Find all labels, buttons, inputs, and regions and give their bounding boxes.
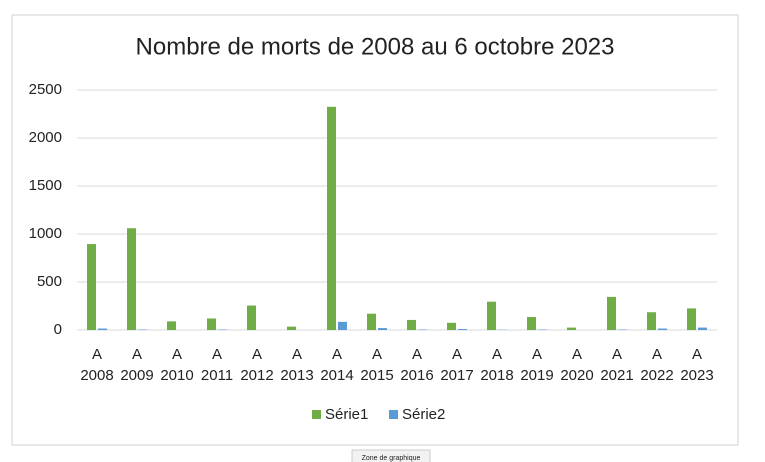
bar bbox=[247, 305, 256, 330]
x-tick-label: 2018 bbox=[480, 367, 513, 384]
y-tick-label: 1500 bbox=[29, 177, 62, 194]
x-tick-label: A bbox=[332, 346, 342, 363]
bar bbox=[367, 313, 376, 330]
bar bbox=[527, 317, 536, 330]
x-tick-label: A bbox=[172, 346, 182, 363]
x-tick-label: A bbox=[572, 346, 582, 363]
x-tick-label: 2014 bbox=[320, 367, 353, 384]
x-tick-label: A bbox=[652, 346, 662, 363]
bar bbox=[167, 321, 176, 330]
y-tick-label: 0 bbox=[54, 321, 62, 338]
bar bbox=[607, 296, 616, 330]
legend-swatch bbox=[312, 410, 321, 419]
x-tick-label: 2013 bbox=[280, 367, 313, 384]
bar bbox=[98, 328, 107, 330]
bar bbox=[647, 312, 656, 330]
bar bbox=[327, 106, 336, 330]
legend-swatch bbox=[389, 410, 398, 419]
x-tick-label: 2017 bbox=[440, 367, 473, 384]
y-tick-label: 1000 bbox=[29, 225, 62, 242]
x-tick-label: 2008 bbox=[80, 367, 113, 384]
tooltip-text: Zone de graphique bbox=[362, 455, 421, 462]
chart-title: Nombre de morts de 2008 au 6 octobre 202… bbox=[136, 33, 615, 60]
bar bbox=[458, 329, 467, 330]
x-tick-label: A bbox=[252, 346, 262, 363]
bar bbox=[87, 244, 96, 330]
x-tick-label: A bbox=[92, 346, 102, 363]
bar bbox=[698, 327, 707, 330]
x-tick-label: 2020 bbox=[560, 367, 593, 384]
tooltip bbox=[351, 449, 431, 462]
x-tick-label: 2022 bbox=[640, 367, 673, 384]
x-tick-label: 2011 bbox=[201, 367, 233, 384]
bar bbox=[287, 326, 296, 330]
x-tick-label: A bbox=[452, 346, 462, 363]
x-tick-label: A bbox=[292, 346, 302, 363]
bar bbox=[407, 319, 416, 330]
bar bbox=[338, 321, 347, 330]
bar bbox=[207, 318, 216, 330]
x-tick-label: A bbox=[132, 346, 142, 363]
x-tick-label: 2012 bbox=[240, 367, 273, 384]
x-tick-label: 2019 bbox=[520, 367, 553, 384]
x-tick-label: A bbox=[412, 346, 422, 363]
x-tick-label: A bbox=[532, 346, 542, 363]
legend-label: Série2 bbox=[402, 406, 445, 423]
x-tick-label: 2015 bbox=[360, 367, 393, 384]
bar bbox=[447, 322, 456, 330]
y-tick-label: 2500 bbox=[29, 81, 62, 98]
x-tick-label: 2021 bbox=[600, 367, 633, 384]
legend-label: Série1 bbox=[325, 406, 368, 423]
x-tick-label: 2009 bbox=[120, 367, 153, 384]
x-tick-label: A bbox=[492, 346, 502, 363]
bar bbox=[687, 308, 696, 330]
bar bbox=[127, 228, 136, 330]
x-tick-label: A bbox=[612, 346, 622, 363]
x-tick-label: 2016 bbox=[400, 367, 433, 384]
bar bbox=[487, 301, 496, 330]
y-tick-label: 500 bbox=[37, 273, 62, 290]
bar bbox=[378, 328, 387, 330]
y-tick-label: 2000 bbox=[29, 129, 62, 146]
x-tick-label: A bbox=[692, 346, 702, 363]
bar bbox=[567, 327, 576, 330]
x-tick-label: A bbox=[372, 346, 382, 363]
x-tick-label: 2023 bbox=[680, 367, 713, 384]
x-tick-label: 2010 bbox=[160, 367, 193, 384]
x-tick-label: A bbox=[212, 346, 222, 363]
bar bbox=[658, 328, 667, 330]
